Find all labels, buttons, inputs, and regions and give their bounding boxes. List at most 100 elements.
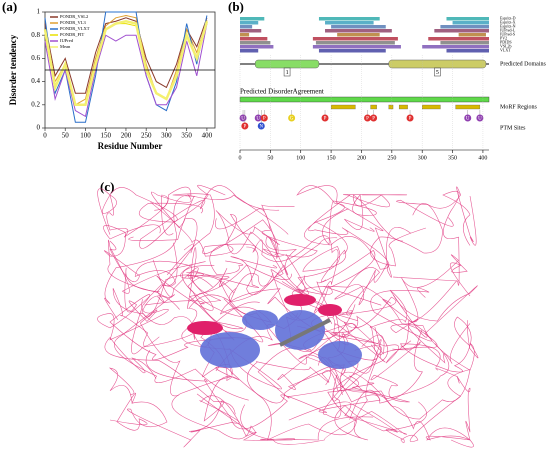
coil (343, 194, 408, 242)
ptm-site (406, 114, 414, 122)
coil (181, 273, 282, 390)
x-tick-label: 350 (181, 132, 192, 140)
coil (187, 267, 247, 341)
x-tick-label: 0 (239, 155, 242, 161)
ptm-letter: N (259, 125, 263, 130)
disorder-region (452, 21, 489, 25)
ptm-letter: U (241, 117, 245, 122)
morf-label: MoRF Regions (500, 104, 538, 110)
ptm-letter: P (366, 117, 369, 122)
disorder-region (440, 41, 489, 45)
predictor-label: Espritz-D (500, 15, 516, 20)
coil (370, 203, 443, 267)
disorder-region (240, 49, 259, 53)
y-tick-label: 0.8 (31, 31, 40, 39)
coil (322, 194, 377, 246)
disorder-region (331, 25, 386, 29)
panel-label: (b) (228, 0, 244, 14)
x-tick-label: 400 (478, 155, 487, 161)
predictor-label: IUPred-S (500, 31, 515, 36)
agreement-label: Predicted DisorderAgreement (240, 88, 324, 96)
coil (112, 274, 213, 347)
ptm-site (476, 114, 484, 122)
series-line (44, 17, 208, 94)
coil (215, 204, 318, 258)
coil (393, 190, 471, 286)
coil (296, 185, 411, 278)
coil (103, 224, 161, 282)
ptm-letter: P (324, 117, 327, 122)
coil (104, 186, 192, 320)
disorder-region (240, 25, 253, 29)
coil (215, 210, 289, 295)
legend-label: Mean (60, 44, 71, 49)
disorder-region (325, 29, 392, 33)
agreement-bar (239, 96, 490, 103)
coil (97, 188, 174, 238)
morf-region (370, 104, 377, 110)
coil (247, 361, 359, 441)
disorder-region (240, 33, 250, 37)
x-tick-label: 200 (121, 132, 132, 140)
coil (108, 367, 148, 431)
coil (256, 343, 449, 400)
ptm-letter: U (256, 117, 260, 122)
coil (298, 323, 423, 404)
coil (226, 213, 338, 278)
ptm-site (257, 122, 265, 130)
ptm-site (288, 114, 296, 122)
disorder-region (428, 37, 489, 41)
coil (144, 256, 278, 306)
disorder-region (440, 25, 489, 29)
ptm-site (254, 114, 262, 122)
coil (171, 301, 260, 440)
x-tick-label: 300 (161, 132, 172, 140)
predictor-label: VLXT (500, 47, 511, 52)
x-tick-label: 50 (267, 155, 273, 161)
disorder-region (312, 45, 401, 49)
x-tick-label: 150 (327, 155, 336, 161)
y-tick-label: 0.4 (31, 77, 40, 85)
panel-label: (c) (100, 179, 114, 194)
domain-label: 1 (286, 70, 289, 76)
coil (134, 259, 199, 297)
coil (352, 341, 421, 403)
predictor-label: VSL2b (500, 43, 512, 48)
x-tick-label: 250 (387, 155, 396, 161)
ptm-site (260, 114, 268, 122)
y-tick-label: 0 (37, 124, 41, 132)
disorder-region (318, 49, 386, 53)
disorder-region (446, 17, 489, 21)
x-tick-label: 100 (296, 155, 305, 161)
predictor-label: PV2 (500, 35, 507, 40)
disorder-region (422, 45, 489, 49)
domain-blob (200, 332, 260, 368)
ptm-letter: P (243, 125, 246, 130)
ptm-label: PTM Sites (500, 125, 526, 131)
ptm-site (464, 114, 472, 122)
domains-label: Predicted Domains (500, 61, 546, 67)
helix (284, 294, 316, 306)
coil (102, 187, 203, 223)
predictor-label: IUPred-L (500, 27, 516, 32)
coil (97, 242, 178, 341)
disorder-region (240, 17, 265, 21)
coil (128, 193, 215, 275)
coil (316, 249, 385, 355)
coil (114, 243, 249, 401)
coil (124, 267, 181, 397)
x-tick-label: 0 (43, 132, 47, 140)
coil (109, 294, 234, 361)
x-tick-label: 250 (141, 132, 152, 140)
legend-label: IUPred (60, 38, 74, 43)
ptm-site (364, 114, 372, 122)
coil (104, 337, 236, 415)
ptm-letter: P (372, 117, 375, 122)
coil (156, 274, 362, 390)
coil (332, 358, 471, 420)
predictor-label: Espritz-N (500, 23, 516, 28)
coil (334, 267, 458, 325)
disorder-region (337, 33, 380, 37)
x-tick-label: 100 (80, 132, 91, 140)
